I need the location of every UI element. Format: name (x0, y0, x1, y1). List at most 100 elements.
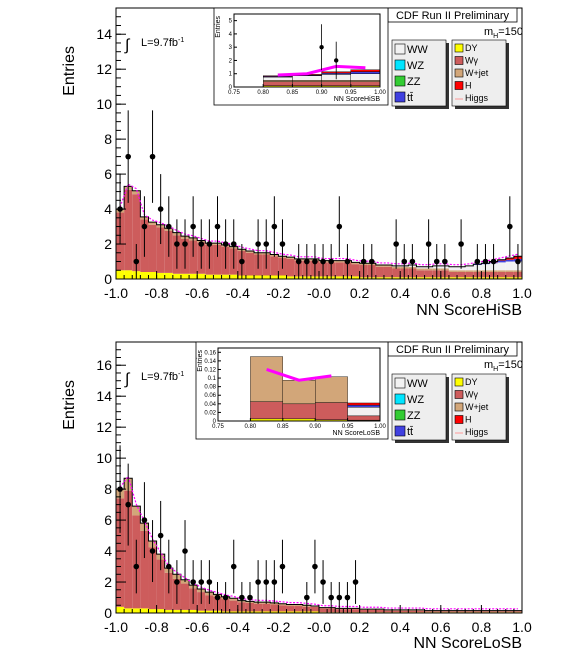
stack-bar (383, 277, 393, 279)
stack-bar (294, 604, 303, 607)
stack-bar (505, 270, 514, 273)
y-tick-label: 4 (104, 201, 112, 217)
legend-swatch (454, 43, 464, 53)
data-point (320, 560, 326, 604)
data-marker (409, 258, 416, 265)
data-marker (214, 594, 221, 601)
inset-stack-bar (282, 403, 316, 420)
stack-bar (375, 265, 384, 267)
inset-stack-bar (350, 81, 381, 86)
legend-swatch (394, 393, 406, 405)
stack-bar (497, 270, 506, 273)
stack-bar (497, 272, 506, 278)
data-points (117, 110, 521, 279)
stack-bar (132, 190, 141, 195)
data-marker (425, 241, 432, 247)
legend-swatch (394, 91, 406, 103)
panel-hisb: -1.0 -0.8 -0.6 -0.4 -0.2 -0.0 0.2 0.4 0.6 0.8 1.00… (61, 7, 532, 319)
chart-title: CDF Run II Preliminary (396, 344, 510, 356)
data-point (239, 582, 245, 613)
data-marker (255, 579, 261, 585)
data-marker (328, 594, 334, 601)
stack-bar (424, 277, 433, 279)
data-point (352, 560, 359, 604)
data-marker (263, 241, 270, 247)
stack-bar (189, 609, 198, 613)
stack-bar (465, 270, 474, 273)
stack-bar (164, 272, 173, 279)
stack-bar (286, 604, 295, 607)
y-tick-label: 6 (104, 512, 112, 528)
stack-bar (278, 611, 287, 613)
inset-y-tick-label: 0.08 (204, 385, 216, 391)
stack-bar (375, 609, 384, 613)
data-point (393, 219, 399, 269)
data-point (230, 539, 237, 594)
y-axis-title: Entries (61, 46, 78, 96)
stack-bar (416, 277, 425, 279)
data-marker (239, 258, 245, 265)
stack-bar (262, 611, 271, 613)
inset-stack-bar (250, 356, 283, 402)
mass-label: mH=150 (484, 359, 523, 373)
data-point (320, 244, 326, 279)
stack-bar (489, 611, 498, 613)
inset-stack-bar (263, 81, 293, 86)
x-tick-label: 0.6 (431, 285, 451, 301)
stack-bar (383, 610, 393, 613)
legend-entry: WW (407, 44, 428, 56)
y-tick-label: 12 (96, 419, 112, 435)
stack-bar (254, 275, 263, 279)
stack-bar (448, 272, 458, 278)
stack-bar (505, 272, 514, 278)
data-point (125, 463, 131, 546)
legend-entry: W+jet (465, 402, 489, 412)
inset-stack-bar (347, 404, 381, 408)
x-tick-label: 0.6 (431, 619, 451, 635)
data-marker (312, 258, 318, 265)
data-point (304, 582, 310, 613)
inset-stack-bar (347, 402, 381, 406)
inset-frame-outer (213, 7, 389, 106)
inset-plot-frame (217, 347, 381, 422)
x-tick-label: -1.0 (104, 619, 128, 635)
stack-bar (156, 559, 165, 610)
legend: WW WZ ZZ tt̄ DY Wγ W+jet H Higgs (391, 39, 509, 109)
data-marker (239, 594, 245, 601)
data-marker (198, 241, 205, 247)
data-point (263, 219, 270, 269)
legend-swatch (454, 81, 464, 90)
data-marker (393, 241, 399, 247)
stack-bar (205, 610, 214, 613)
y-tick-label: 0 (104, 271, 112, 287)
stack-bar (457, 611, 466, 613)
stack-bar (286, 258, 295, 277)
mass-symbol: m (484, 359, 493, 371)
stack-bar (440, 611, 449, 613)
stack-bar (448, 611, 458, 613)
stack-bar (505, 259, 514, 262)
data-point (230, 219, 237, 269)
stack-bar (164, 609, 173, 613)
legend-swatch (394, 425, 406, 437)
data-marker (271, 579, 278, 585)
luminosity-label: ∫ L=9.7fb-1 (124, 371, 184, 388)
data-marker (206, 241, 213, 247)
stack-bar (351, 609, 360, 613)
stack-bar (278, 603, 287, 606)
data-point (279, 219, 286, 269)
data-point (222, 582, 229, 613)
stack-bar (124, 490, 133, 609)
y-axis: 0 2 4 6 8 10 12 14 (96, 7, 126, 287)
data-point (336, 196, 343, 257)
data-point (409, 244, 416, 279)
legend-entry: DY (465, 377, 478, 387)
stack-bar (416, 266, 425, 269)
data-marker (263, 579, 270, 585)
mass-value: =150 (498, 26, 523, 38)
header-box: CDF Run II Preliminary (387, 7, 518, 23)
y-tick-label: 2 (104, 236, 112, 252)
inset-x-tick-label: 0.85 (287, 90, 299, 96)
stack-bar (310, 611, 319, 613)
legend-entry: H (465, 81, 472, 91)
